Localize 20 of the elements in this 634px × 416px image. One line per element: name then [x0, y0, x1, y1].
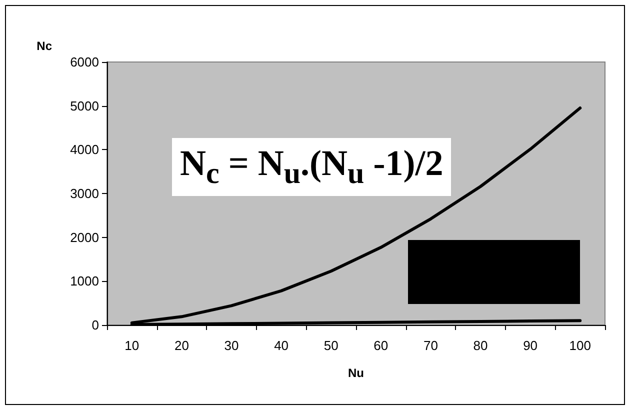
y-tick-label: 5000: [70, 98, 99, 114]
x-tick-label: 60: [374, 338, 388, 353]
y-tick-label: 2000: [70, 230, 99, 245]
x-tick-label: 10: [124, 338, 140, 353]
y-axis-title: Nc: [36, 39, 52, 53]
x-tick-label: 90: [523, 338, 538, 353]
x-tick-label: 100: [569, 338, 591, 353]
y-tick-label: 1000: [70, 274, 99, 289]
x-tick-label: 20: [174, 338, 189, 353]
x-tick-label: 70: [423, 338, 438, 353]
x-tick-label: 40: [274, 338, 289, 353]
y-tick-label: 0: [92, 318, 99, 332]
y-tick-label: 3000: [70, 186, 99, 201]
y-tick-label: 6000: [70, 54, 99, 70]
x-tick-label: 50: [324, 338, 338, 353]
y-tick-label: 4000: [70, 142, 99, 158]
x-tick-label: 30: [224, 338, 239, 353]
x-tick-label: 80: [473, 338, 488, 353]
annotation: N$_{c}$ = N$_{u}$.(N$_{u}$ -1)/2: [172, 138, 452, 196]
x-axis-title: Nu: [348, 366, 364, 380]
